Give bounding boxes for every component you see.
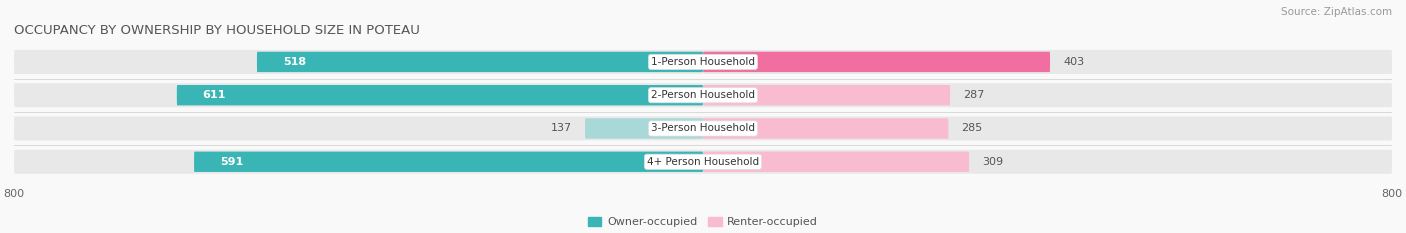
FancyBboxPatch shape bbox=[257, 52, 703, 72]
Text: 309: 309 bbox=[981, 157, 1002, 167]
FancyBboxPatch shape bbox=[14, 50, 703, 74]
Text: OCCUPANCY BY OWNERSHIP BY HOUSEHOLD SIZE IN POTEAU: OCCUPANCY BY OWNERSHIP BY HOUSEHOLD SIZE… bbox=[14, 24, 420, 37]
FancyBboxPatch shape bbox=[703, 52, 1050, 72]
Text: 137: 137 bbox=[551, 123, 572, 134]
FancyBboxPatch shape bbox=[703, 150, 1392, 174]
FancyBboxPatch shape bbox=[703, 118, 949, 139]
Text: 2-Person Household: 2-Person Household bbox=[651, 90, 755, 100]
FancyBboxPatch shape bbox=[194, 152, 703, 172]
FancyBboxPatch shape bbox=[14, 83, 703, 107]
Text: 591: 591 bbox=[219, 157, 243, 167]
Text: 285: 285 bbox=[962, 123, 983, 134]
Text: 518: 518 bbox=[283, 57, 307, 67]
FancyBboxPatch shape bbox=[14, 150, 703, 174]
FancyBboxPatch shape bbox=[177, 85, 703, 105]
FancyBboxPatch shape bbox=[703, 50, 1392, 74]
Text: Source: ZipAtlas.com: Source: ZipAtlas.com bbox=[1281, 7, 1392, 17]
Text: 403: 403 bbox=[1063, 57, 1084, 67]
Text: 4+ Person Household: 4+ Person Household bbox=[647, 157, 759, 167]
Text: 1-Person Household: 1-Person Household bbox=[651, 57, 755, 67]
FancyBboxPatch shape bbox=[585, 118, 703, 139]
Text: 287: 287 bbox=[963, 90, 984, 100]
FancyBboxPatch shape bbox=[14, 116, 703, 140]
Text: 3-Person Household: 3-Person Household bbox=[651, 123, 755, 134]
FancyBboxPatch shape bbox=[703, 85, 950, 105]
Legend: Owner-occupied, Renter-occupied: Owner-occupied, Renter-occupied bbox=[583, 212, 823, 232]
FancyBboxPatch shape bbox=[703, 152, 969, 172]
Text: 611: 611 bbox=[202, 90, 226, 100]
FancyBboxPatch shape bbox=[703, 116, 1392, 140]
FancyBboxPatch shape bbox=[703, 83, 1392, 107]
